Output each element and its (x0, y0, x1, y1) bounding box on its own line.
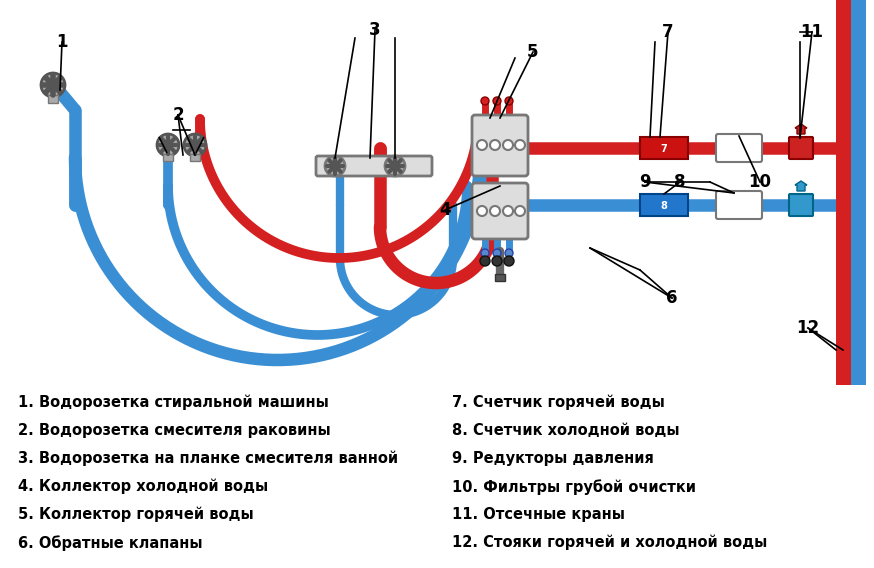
Bar (851, 0, 866, 385)
Circle shape (493, 249, 501, 257)
Circle shape (490, 140, 500, 150)
FancyBboxPatch shape (472, 115, 528, 176)
Text: 8. Счетчик холодной воды: 8. Счетчик холодной воды (452, 423, 679, 438)
FancyArrow shape (795, 181, 807, 191)
Text: 5. Коллектор горячей воды: 5. Коллектор горячей воды (18, 507, 253, 523)
Circle shape (492, 256, 502, 266)
Bar (48, 95, 58, 103)
Text: 4: 4 (440, 201, 451, 219)
Text: 7. Счетчик горячей воды: 7. Счетчик горячей воды (452, 395, 665, 411)
Bar (836, 0, 851, 385)
Circle shape (503, 206, 513, 216)
FancyBboxPatch shape (716, 134, 762, 162)
Text: 9. Редукторы давления: 9. Редукторы давления (452, 451, 654, 466)
Circle shape (47, 79, 59, 91)
Text: 12: 12 (796, 319, 820, 337)
Circle shape (481, 249, 489, 257)
Circle shape (477, 140, 487, 150)
FancyBboxPatch shape (789, 137, 813, 159)
Circle shape (493, 97, 501, 105)
Circle shape (505, 97, 513, 105)
Text: 9: 9 (639, 173, 651, 191)
Circle shape (480, 256, 490, 266)
Bar (640, 137, 688, 159)
Circle shape (390, 161, 400, 171)
Circle shape (385, 156, 405, 176)
Text: 2: 2 (172, 106, 184, 124)
FancyBboxPatch shape (316, 156, 432, 176)
Text: 5: 5 (527, 43, 538, 61)
Text: 4. Коллектор холодной воды: 4. Коллектор холодной воды (18, 479, 268, 495)
Text: 6. Обратные клапаны: 6. Обратные клапаны (18, 535, 203, 551)
Text: 6: 6 (666, 289, 677, 307)
Text: 10. Фильтры грубой очистки: 10. Фильтры грубой очистки (452, 479, 696, 495)
Bar (495, 274, 505, 281)
Bar (190, 154, 200, 161)
Text: 8: 8 (661, 201, 668, 211)
Circle shape (504, 256, 514, 266)
Text: 10: 10 (748, 173, 772, 191)
Circle shape (157, 134, 179, 156)
FancyBboxPatch shape (472, 183, 528, 239)
Text: 7: 7 (662, 23, 674, 41)
Circle shape (490, 206, 500, 216)
Circle shape (515, 206, 525, 216)
Circle shape (190, 140, 200, 150)
Text: 11. Отсечные краны: 11. Отсечные краны (452, 507, 625, 522)
Text: 11: 11 (801, 23, 823, 41)
Text: 7: 7 (661, 144, 668, 154)
Text: 2. Водорозетка смесителя раковины: 2. Водорозетка смесителя раковины (18, 423, 330, 438)
Circle shape (330, 161, 340, 171)
Text: 1: 1 (56, 33, 68, 51)
Text: 1. Водорозетка стиральной машины: 1. Водорозетка стиральной машины (18, 395, 329, 411)
Circle shape (477, 206, 487, 216)
Circle shape (325, 156, 345, 176)
Bar (640, 194, 688, 216)
Circle shape (41, 73, 65, 97)
Circle shape (163, 140, 173, 150)
Text: 8: 8 (674, 173, 686, 191)
Circle shape (184, 134, 206, 156)
Bar (163, 154, 173, 161)
Circle shape (503, 140, 513, 150)
Circle shape (481, 97, 489, 105)
FancyBboxPatch shape (789, 194, 813, 216)
Text: 3: 3 (369, 21, 381, 39)
Circle shape (515, 140, 525, 150)
FancyArrow shape (795, 124, 807, 134)
Text: 12. Стояки горячей и холодной воды: 12. Стояки горячей и холодной воды (452, 535, 767, 550)
Circle shape (505, 249, 513, 257)
Text: 3. Водорозетка на планке смесителя ванной: 3. Водорозетка на планке смесителя ванно… (18, 451, 399, 466)
FancyBboxPatch shape (716, 191, 762, 219)
